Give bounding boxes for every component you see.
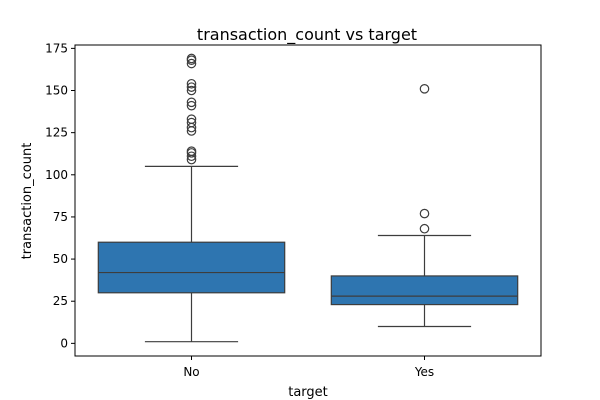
outlier-point [186,100,197,111]
y-tick-label: 150 [45,84,68,98]
outlier-point [419,208,430,219]
y-tick-label: 175 [45,41,68,55]
outlier-point [186,58,197,69]
y-tick-label: 125 [45,126,68,140]
box-no [97,53,286,343]
y-tick-label: 25 [53,294,68,308]
y-tick-label: 100 [45,168,68,182]
x-axis-label: target [288,385,328,400]
outlier-point [419,84,430,94]
iqr-box [97,241,286,294]
outlier-point [419,223,430,234]
y-tick-label: 0 [60,336,68,350]
outlier-point [186,82,197,92]
outlier-point [186,151,197,162]
box-yes [330,84,519,328]
outlier-point [186,85,197,96]
outlier-point [186,97,197,108]
y-tick-label: 75 [53,210,68,224]
x-axis: No Yes [183,356,434,379]
x-tick-label: No [183,365,199,379]
chart-title: transaction_count vs target [197,25,417,45]
outlier-point [186,114,197,124]
outlier-point [186,146,197,156]
boxes-group [97,53,519,343]
outlier-point [186,78,197,89]
y-axis-label: transaction_count [20,143,35,260]
y-axis: 0 25 50 75 100 125 150 175 [45,41,75,350]
y-tick-label: 50 [53,252,68,266]
outlier-point [186,117,197,128]
x-tick-label: Yes [414,365,434,379]
iqr-box [330,275,519,306]
plot-frame [74,44,542,357]
outlier-point [186,53,197,64]
